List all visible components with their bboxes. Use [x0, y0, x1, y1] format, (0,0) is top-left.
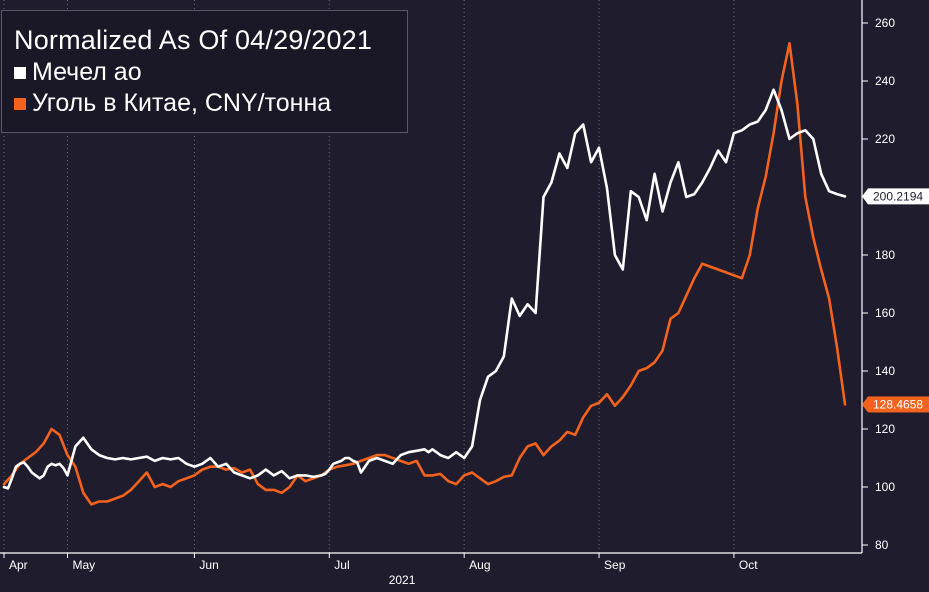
x-tick-label: Jun [199, 558, 218, 572]
y-tick-label: 80 [875, 538, 889, 552]
legend-label-mechel: Мечел ао [32, 58, 142, 86]
legend-swatch-coal [14, 97, 26, 110]
legend-item-mechel: Мечел ао [14, 57, 407, 88]
y-tick-label: 160 [875, 306, 895, 320]
x-tick-label: Sep [604, 558, 626, 572]
y-tick-label: 140 [875, 364, 895, 378]
y-tick-label: 260 [875, 16, 895, 30]
series-line-mechel [2, 88, 847, 490]
series-lines [2, 41, 847, 506]
x-tick-label: Apr [9, 558, 28, 572]
x-year-label: 2021 [389, 573, 416, 587]
x-tick-label: May [72, 558, 95, 572]
y-tick-label: 220 [875, 132, 895, 146]
y-tick-label: 100 [875, 480, 895, 494]
end-label-coal-box [868, 396, 929, 413]
y-tick-label: 180 [875, 248, 895, 262]
end-label-mechel-pointer [862, 188, 868, 205]
end-label-coal-pointer [862, 396, 868, 413]
end-labels: 200.2194 128.4658 [862, 188, 929, 413]
end-label-mechel: 200.2194 [873, 189, 923, 203]
legend-swatch-mechel [14, 66, 26, 79]
chart-title: Normalized As Of 04/29/2021 [14, 25, 373, 55]
x-tick-label: Aug [469, 558, 490, 572]
y-tick-label: 120 [875, 422, 895, 436]
x-tick-label: Oct [739, 558, 758, 572]
legend-item-coal: Уголь в Китае, CNY/тонна [14, 88, 407, 119]
x-tick-label: Jul [334, 558, 349, 572]
legend-label-coal: Уголь в Китае, CNY/тонна [32, 89, 332, 117]
legend: Normalized As Of 04/29/2021 Мечел ао Уго… [1, 10, 408, 133]
end-label-mechel-box [868, 188, 929, 205]
y-tick-label: 240 [875, 74, 895, 88]
end-label-coal: 128.4658 [873, 397, 923, 411]
series-line-coal [2, 41, 847, 506]
